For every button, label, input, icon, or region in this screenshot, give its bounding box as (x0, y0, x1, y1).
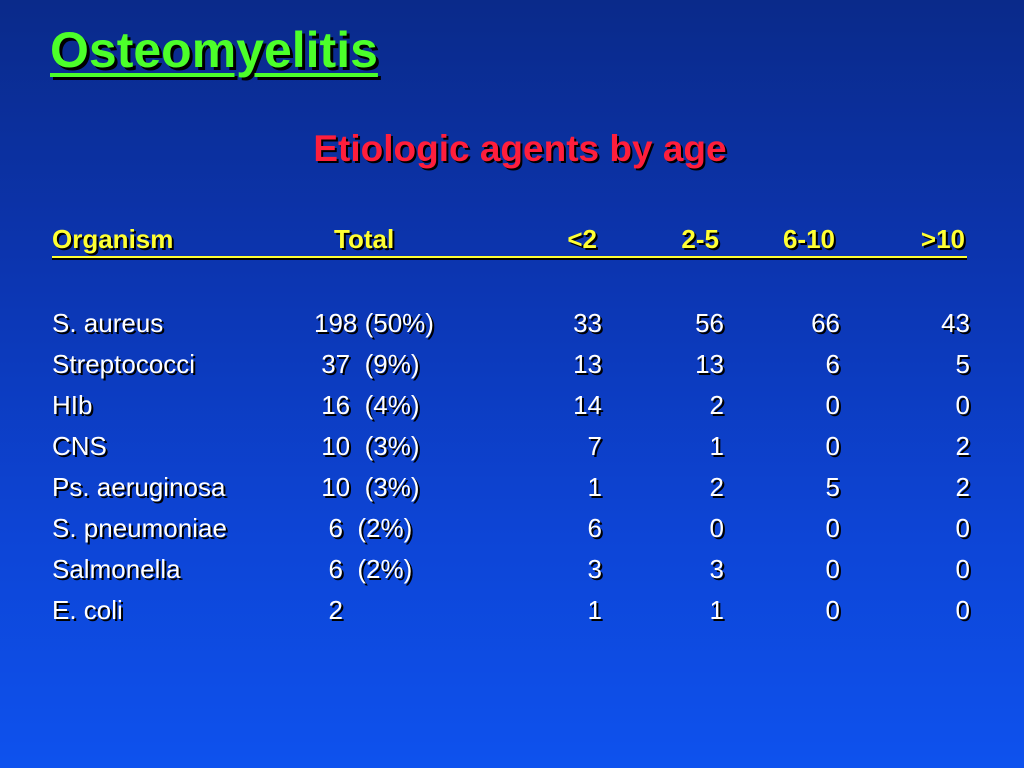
cell-age-under-2: 7 (587, 431, 602, 461)
cell-age-2-5: 1 (709, 431, 724, 461)
table-row: S. pneumoniae 6 (2%) 6 0 0 0 (52, 511, 972, 552)
header-total: Total (334, 224, 395, 254)
table-row: Streptococci 37 (9%) 13 13 6 5 (52, 347, 972, 388)
cell-age-under-2: 6 (587, 513, 602, 543)
cell-age-2-5: 2 (709, 472, 724, 502)
cell-age-under-2: 33 (573, 308, 602, 338)
cell-age-under-2: 14 (573, 390, 602, 420)
cell-total: 16 (4%) (314, 390, 420, 420)
table-row: Salmonella 6 (2%) 3 3 0 0 (52, 552, 972, 593)
header-age-2-5: 2-5 (681, 224, 719, 254)
table-row: HIb 16 (4%) 14 2 0 0 (52, 388, 972, 429)
cell-organism: HIb (52, 390, 93, 420)
cell-age-over-10: 5 (955, 349, 970, 379)
header-organism: Organism (52, 224, 174, 254)
cell-age-6-10: 66 (811, 308, 840, 338)
header-age-over-10: >10 (920, 224, 965, 254)
header-age-6-10: 6-10 (782, 224, 835, 254)
cell-age-6-10: 6 (825, 349, 840, 379)
cell-total: 37 (9%) (314, 349, 420, 379)
cell-total: 10 (3%) (314, 431, 420, 461)
cell-organism: S. pneumoniae (52, 513, 227, 543)
slide-title: Osteomyelitis (50, 22, 378, 78)
cell-age-6-10: 0 (825, 390, 840, 420)
cell-age-6-10: 0 (825, 513, 840, 543)
cell-total: 6 (2%) (314, 554, 413, 584)
header-age-under-2: <2 (567, 224, 597, 254)
cell-age-2-5: 13 (695, 349, 724, 379)
cell-age-over-10: 0 (955, 513, 970, 543)
cell-age-over-10: 2 (955, 431, 970, 461)
cell-age-over-10: 0 (955, 390, 970, 420)
cell-organism: Streptococci (52, 349, 196, 379)
table-row: S. aureus 198 (50%) 33 56 66 43 (52, 306, 972, 347)
cell-age-2-5: 1 (709, 595, 724, 625)
cell-age-2-5: 56 (695, 308, 724, 338)
cell-age-under-2: 13 (573, 349, 602, 379)
table-body: S. aureus 198 (50%) 33 56 66 43 Streptoc… (52, 306, 972, 634)
cell-age-over-10: 0 (955, 554, 970, 584)
cell-total: 2 (314, 595, 343, 625)
cell-organism: E. coli (52, 595, 123, 625)
cell-age-under-2: 3 (587, 554, 602, 584)
etiologic-agents-table: Organism Total <2 2-5 6-10 >10 S. aureus… (52, 222, 972, 634)
cell-total: 198 (50%) (314, 308, 434, 338)
cell-total: 6 (2%) (314, 513, 413, 543)
cell-organism: Ps. aeruginosa (52, 472, 226, 502)
slide-subtitle: Etiologic agents by age (313, 128, 727, 169)
table-row: E. coli 2 1 1 0 0 (52, 593, 972, 634)
table-header-row: Organism Total <2 2-5 6-10 >10 (52, 222, 967, 258)
cell-organism: CNS (52, 431, 107, 461)
cell-age-2-5: 0 (709, 513, 724, 543)
cell-age-2-5: 2 (709, 390, 724, 420)
table-row: CNS 10 (3%) 7 1 0 2 (52, 429, 972, 470)
cell-age-under-2: 1 (587, 472, 602, 502)
cell-organism: Salmonella (52, 554, 181, 584)
table-row: Ps. aeruginosa 10 (3%) 1 2 5 2 (52, 470, 972, 511)
cell-age-over-10: 43 (941, 308, 970, 338)
cell-age-6-10: 0 (825, 431, 840, 461)
cell-total: 10 (3%) (314, 472, 420, 502)
cell-organism: S. aureus (52, 308, 164, 338)
cell-age-under-2: 1 (587, 595, 602, 625)
cell-age-over-10: 2 (955, 472, 970, 502)
cell-age-6-10: 0 (825, 595, 840, 625)
cell-age-6-10: 5 (825, 472, 840, 502)
cell-age-over-10: 0 (955, 595, 970, 625)
cell-age-6-10: 0 (825, 554, 840, 584)
cell-age-2-5: 3 (709, 554, 724, 584)
